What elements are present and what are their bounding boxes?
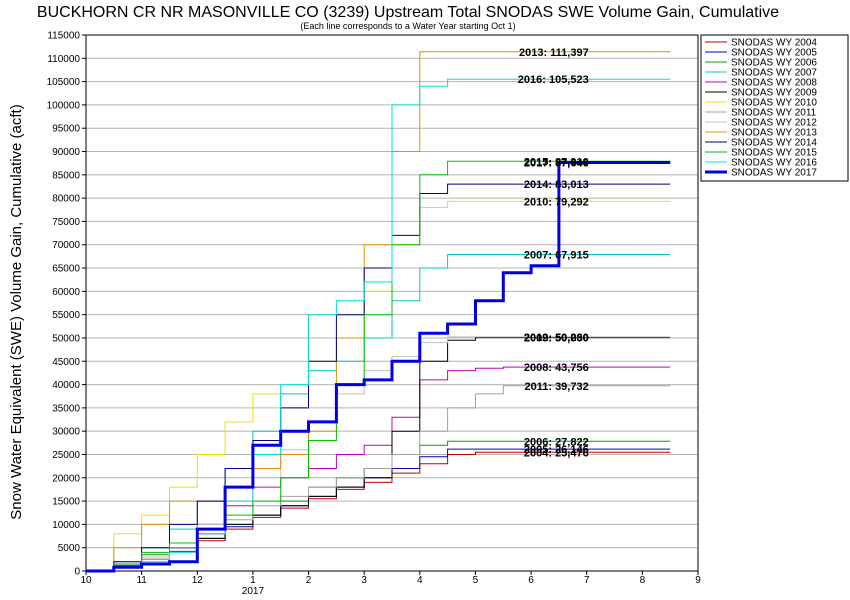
series-line-snodas-wy-2015 [86,160,671,572]
x-tick-label: 5 [473,575,479,586]
y-tick-label: 20000 [52,473,80,484]
y-tick-label: 100000 [47,100,81,111]
y-tick-label: 15000 [52,497,80,508]
x-tick-labels: 10 11 12 1 2 3 4 5 6 7 8 9 [80,575,701,586]
x-tick-label: 1 [250,575,256,586]
y-tick-label: 60000 [52,287,80,298]
end-label: 2008: 43,756 [524,362,589,374]
y-tick-label: 110000 [47,54,80,65]
y-tick-label: 70000 [52,240,80,251]
y-tick-label: 10000 [52,520,80,531]
series-line-snodas-wy-2014 [86,183,671,572]
y-tick-label: 95000 [52,124,80,135]
legend-entry: SNODAS WY 2008 [731,78,817,89]
x-tick-label: 4 [417,575,423,586]
series-lines [86,51,671,573]
chart-title: BUCKHORN CR NR MASONVILLE CO (3239) Upst… [37,4,779,21]
end-label: 2013: 111,397 [519,47,589,59]
y-tick-label: 35000 [52,403,80,414]
series-line-snodas-wy-2013 [86,51,671,572]
y-tick-label: 30000 [52,427,80,438]
end-label: 2010: 79,292 [524,196,589,208]
legend-entry: SNODAS WY 2006 [731,58,817,69]
x-tick-label: 10 [80,575,92,586]
y-tick-label: 80000 [52,194,80,205]
y-axis-label: Snow Water Equivalent (SWE) Volume Gain,… [8,104,25,519]
legend-entry: SNODAS WY 2007 [731,68,817,79]
end-label: 2016: 105,523 [518,74,589,86]
end-label: 2017: 87,646 [524,157,589,169]
legend-entry: SNODAS WY 2012 [731,118,817,129]
legend-entry: SNODAS WY 2015 [731,148,817,159]
grid-lines [82,34,699,575]
series-line-snodas-wy-2016 [86,78,671,572]
y-tick-label: 55000 [52,310,80,321]
y-tick-label: 0 [74,567,80,578]
legend-entry: SNODAS WY 2009 [731,88,817,99]
series-line-snodas-wy-2008 [86,366,671,572]
legend-entry: SNODAS WY 2016 [731,158,817,169]
legend-entry: SNODAS WY 2017 [731,168,817,179]
y-tick-label: 50000 [52,333,80,344]
end-label: 2004: 25,476 [524,447,589,459]
legend-entry: SNODAS WY 2011 [731,108,817,119]
legend [700,34,849,182]
y-tick-label: 45000 [52,357,80,368]
end-label: 2005: 26,146 [524,444,589,456]
series-line-snodas-wy-2017 [86,161,671,573]
series-line-snodas-wy-2004 [86,451,671,572]
x-tick-label: 11 [136,575,147,586]
end-label: 2014: 83,013 [524,179,589,191]
series-line-snodas-wy-2007 [86,254,671,572]
y-tick-label: 105000 [47,77,81,88]
end-label: 2011: 39,732 [524,381,588,393]
x-tick-label: 3 [361,575,367,586]
y-tick-label: 115000 [47,31,80,42]
end-label: 2007: 67,915 [524,249,589,261]
legend-entry: SNODAS WY 2004 [731,38,817,49]
legend-entry: SNODAS WY 2013 [731,128,817,139]
plot-area [85,34,699,572]
y-tick-label: 40000 [52,380,80,391]
end-label: 2012: 50,230 [524,332,589,344]
end-label: 2006: 27,822 [524,436,589,448]
y-tick-label: 25000 [52,450,80,461]
end-label: 2015: 87,910 [524,156,589,168]
y-tick-label: 90000 [52,147,80,158]
y-tick-label: 85000 [52,170,80,181]
x-tick-label: 12 [192,575,204,586]
legend-entry: SNODAS WY 2010 [731,98,817,109]
year-label: 2017 [242,586,265,597]
x-tick-label: 9 [695,575,701,586]
y-tick-label: 5000 [58,543,81,554]
x-tick-label: 6 [528,575,534,586]
y-tick-label: 75000 [52,217,80,228]
y-tick-labels: 0 5000 10000 15000 20000 25000 30000 35000 40000… [47,31,81,578]
legend-entry: SNODAS WY 2005 [731,48,817,59]
x-tick-label: 8 [640,575,646,586]
end-label: 2009: 50,080 [524,333,589,345]
y-tick-label: 65000 [52,264,80,275]
legend-entry: SNODAS WY 2014 [731,138,817,149]
x-tick-label: 7 [584,575,590,586]
x-tick-label: 2 [306,575,312,586]
chart-subtitle: (Each line corresponds to a Water Year s… [300,21,515,31]
